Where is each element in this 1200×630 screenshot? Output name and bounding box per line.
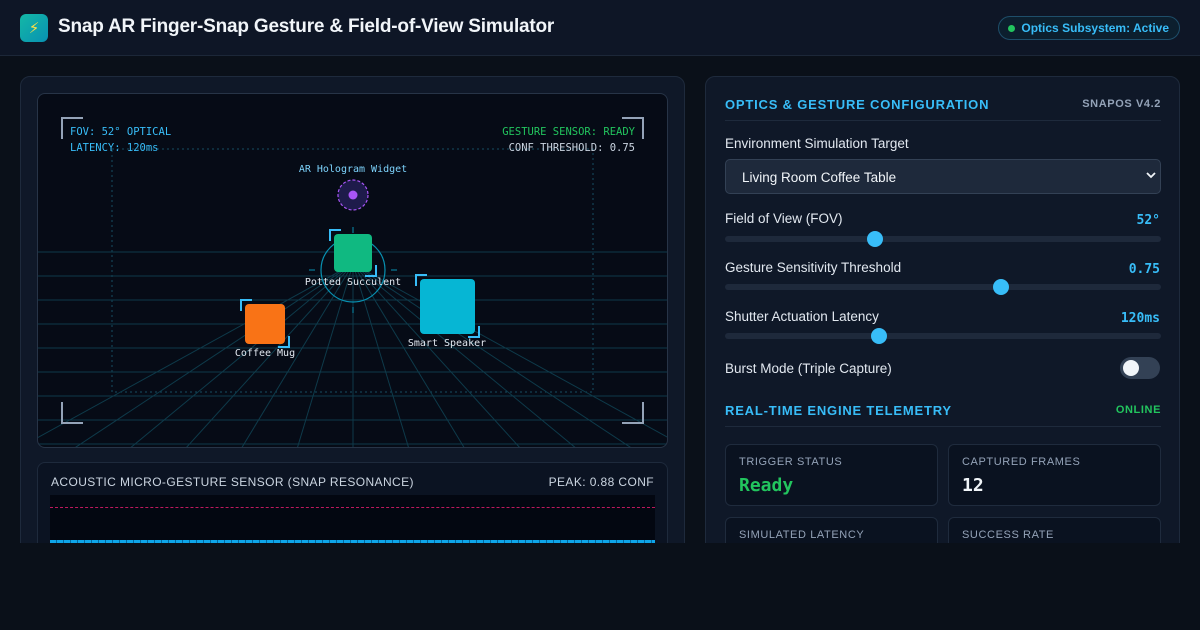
card-label: SIMULATED LATENCY bbox=[739, 529, 865, 541]
sensitivity-value: 0.75 bbox=[1128, 262, 1160, 277]
captured-frames-card: CAPTURED FRAMES 12 bbox=[948, 444, 1161, 506]
hud-fov: FOV: 52° OPTICAL bbox=[70, 126, 172, 138]
burst-toggle-knob bbox=[1123, 360, 1139, 376]
viewfinder-corner-bl bbox=[61, 402, 83, 424]
simulator-panel: FOV: 52° OPTICAL LATENCY: 120ms GESTURE … bbox=[20, 76, 685, 572]
app-title: Snap AR Finger-Snap Gesture & Field-of-V… bbox=[58, 16, 555, 37]
viewfinder-corner-br bbox=[622, 402, 644, 424]
object-label: Smart Speaker bbox=[407, 338, 487, 349]
hud-conf-threshold: CONF THRESHOLD: 0.75 bbox=[508, 142, 635, 154]
target-bracket bbox=[415, 274, 427, 286]
config-panel: OPTICS & GESTURE CONFIGURATION SNAPOS V4… bbox=[705, 76, 1180, 579]
object-coffee-mug[interactable] bbox=[245, 304, 285, 344]
card-value: 12 bbox=[962, 475, 984, 496]
object-label: Potted Succulent bbox=[304, 277, 402, 288]
hud-optics-readout: FOV: 52° OPTICAL LATENCY: 120ms bbox=[70, 124, 171, 156]
perspective-grid bbox=[38, 148, 667, 447]
fov-slider[interactable] bbox=[725, 231, 1161, 247]
latency-value: 120ms bbox=[1120, 311, 1160, 326]
fov-slider-thumb[interactable] bbox=[867, 231, 884, 247]
hud-latency: LATENCY: 120ms bbox=[70, 142, 159, 154]
fov-value: 52° bbox=[1136, 213, 1160, 228]
burst-toggle[interactable] bbox=[1120, 357, 1160, 379]
hologram-widget-core bbox=[348, 190, 358, 200]
card-value: Ready bbox=[739, 475, 794, 496]
sensor-title: ACOUSTIC MICRO-GESTURE SENSOR (SNAP RESO… bbox=[51, 475, 414, 489]
sensitivity-slider-thumb[interactable] bbox=[992, 279, 1009, 295]
telemetry-section-header: REAL-TIME ENGINE TELEMETRY ONLINE bbox=[725, 403, 1161, 427]
ar-viewport[interactable]: FOV: 52° OPTICAL LATENCY: 120ms GESTURE … bbox=[37, 93, 668, 448]
target-bracket bbox=[278, 336, 290, 348]
sensitivity-slider[interactable] bbox=[725, 279, 1161, 295]
chevron-down-icon bbox=[1146, 172, 1156, 179]
latency-label: Shutter Actuation Latency bbox=[725, 309, 879, 324]
threshold-line bbox=[50, 507, 655, 508]
page-bottom-band bbox=[0, 543, 1200, 630]
card-label: SUCCESS RATE bbox=[962, 529, 1054, 541]
env-select[interactable]: Living Room Coffee Table bbox=[725, 159, 1161, 194]
burst-label: Burst Mode (Triple Capture) bbox=[725, 361, 892, 376]
fov-label: Field of View (FOV) bbox=[725, 211, 843, 226]
sensor-peak: PEAK: 0.88 CONF bbox=[548, 475, 654, 489]
hud-sensor-readout: GESTURE SENSOR: READY CONF THRESHOLD: 0.… bbox=[502, 124, 635, 156]
viewfinder-corner-tr bbox=[622, 117, 644, 139]
target-bracket bbox=[365, 265, 377, 277]
lightning-bolt-icon: ⚡ bbox=[20, 14, 48, 42]
card-label: TRIGGER STATUS bbox=[739, 456, 843, 468]
latency-slider-thumb[interactable] bbox=[871, 328, 888, 344]
target-bracket bbox=[468, 326, 480, 338]
object-label: Coffee Mug bbox=[234, 348, 296, 359]
viewfinder-corner-tl bbox=[61, 117, 83, 139]
target-bracket bbox=[329, 229, 341, 241]
object-potted-succulent[interactable] bbox=[334, 234, 372, 272]
status-badge-label: Optics Subsystem: Active bbox=[1021, 21, 1169, 35]
hud-gesture-sensor: GESTURE SENSOR: READY bbox=[502, 126, 635, 138]
app-header: ⚡ Snap AR Finger-Snap Gesture & Field-of… bbox=[0, 0, 1200, 56]
status-badge: Optics Subsystem: Active bbox=[998, 16, 1180, 40]
object-smart-speaker[interactable] bbox=[420, 279, 475, 334]
telemetry-status: ONLINE bbox=[1115, 404, 1161, 416]
config-title: OPTICS & GESTURE CONFIGURATION bbox=[725, 97, 990, 112]
sensitivity-label: Gesture Sensitivity Threshold bbox=[725, 260, 902, 275]
trigger-status-card: TRIGGER STATUS Ready bbox=[725, 444, 938, 506]
telemetry-title: REAL-TIME ENGINE TELEMETRY bbox=[725, 403, 952, 418]
target-bracket bbox=[240, 299, 252, 311]
hologram-label: AR Hologram Widget bbox=[298, 164, 408, 175]
latency-slider[interactable] bbox=[725, 328, 1161, 344]
status-dot-icon bbox=[1008, 25, 1016, 32]
config-section-header: OPTICS & GESTURE CONFIGURATION SNAPOS V4… bbox=[725, 97, 1161, 121]
os-version: SNAPOS V4.2 bbox=[1082, 98, 1161, 110]
card-label: CAPTURED FRAMES bbox=[962, 456, 1081, 468]
env-select-value: Living Room Coffee Table bbox=[742, 170, 897, 185]
env-label: Environment Simulation Target bbox=[725, 136, 909, 151]
waveform-baseline bbox=[50, 540, 655, 543]
